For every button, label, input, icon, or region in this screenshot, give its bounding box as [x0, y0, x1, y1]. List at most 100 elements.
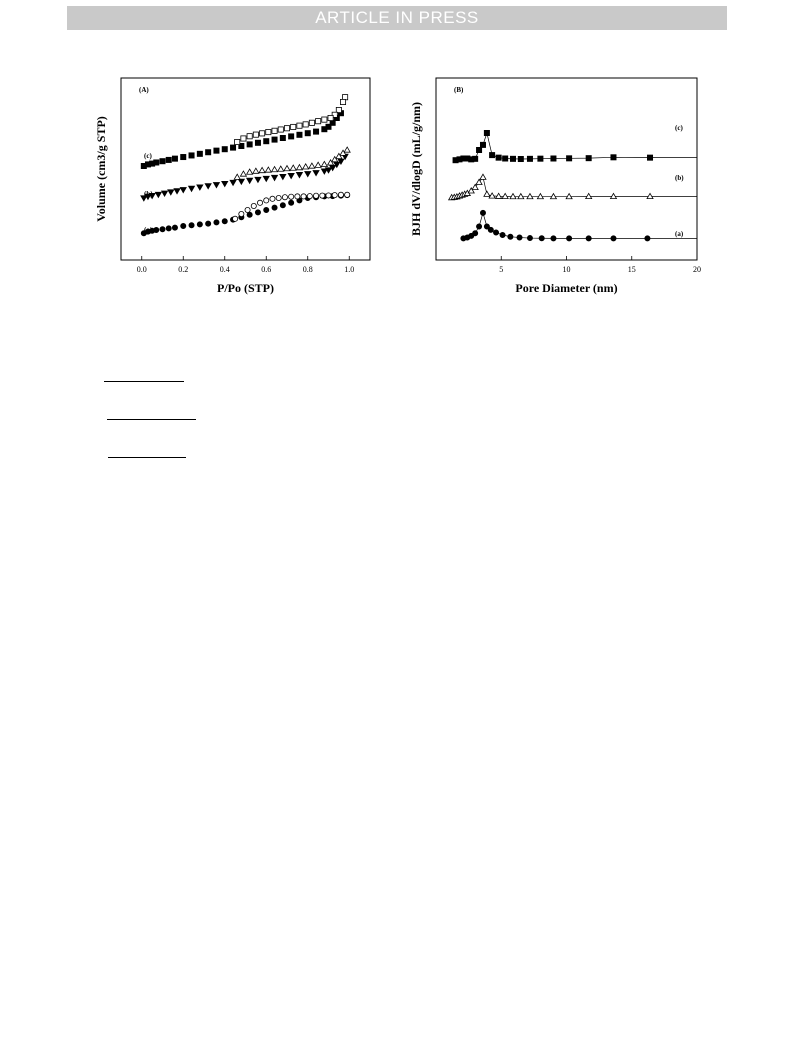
data-point: [264, 166, 273, 173]
x-tick-label: 5: [499, 265, 503, 274]
data-point: [179, 187, 187, 194]
data-point: [499, 231, 506, 238]
data-point: [493, 229, 500, 236]
data-point: [238, 210, 245, 217]
data-point: [281, 194, 288, 201]
data-point: [294, 193, 301, 200]
data-point: [644, 235, 651, 242]
data-point: [221, 218, 228, 225]
data-point: [295, 172, 304, 179]
data-point: [585, 235, 592, 242]
data-point: [647, 154, 654, 161]
data-point: [325, 192, 332, 199]
series-a: [460, 209, 697, 242]
data-point: [288, 133, 295, 140]
data-point: [516, 234, 523, 241]
data-point: [475, 178, 483, 185]
data-point: [313, 128, 320, 135]
data-point: [585, 155, 592, 162]
series-b: [447, 173, 697, 201]
data-point: [250, 202, 257, 209]
data-point: [324, 167, 333, 174]
data-point: [487, 226, 494, 233]
data-point: [204, 183, 212, 190]
data-point: [331, 155, 339, 163]
footnote-rule: [104, 381, 184, 382]
banner-text: ARTICLE IN PRESS: [315, 8, 479, 27]
data-point: [304, 171, 312, 178]
data-point: [283, 125, 290, 132]
data-point: [476, 223, 483, 230]
data-point: [312, 170, 320, 177]
data-point: [331, 111, 338, 118]
data-point: [252, 131, 259, 138]
data-point: [325, 123, 332, 130]
series-c-adsorption: [140, 110, 344, 169]
data-point: [154, 191, 163, 199]
data-point: [279, 173, 287, 181]
data-point: [476, 146, 483, 153]
data-point: [238, 142, 245, 149]
data-point: [196, 221, 203, 228]
curve-label: (b): [144, 190, 153, 198]
data-point: [610, 154, 617, 161]
data-point: [246, 211, 253, 218]
x-tick-label: 0.4: [220, 265, 230, 274]
data-point: [337, 191, 344, 198]
data-point: [314, 161, 322, 168]
y-axis-label: BJH dV/dlogD (mL/g/nm): [409, 102, 423, 236]
data-point: [283, 164, 291, 172]
data-point: [229, 179, 237, 187]
x-tick-label: 1.0: [344, 265, 354, 274]
data-point: [550, 235, 557, 242]
data-point: [237, 178, 246, 186]
data-point: [472, 230, 479, 237]
data-point: [221, 180, 229, 188]
panel-label: (B): [454, 86, 464, 94]
data-point: [502, 155, 509, 162]
series-a-desorption: [232, 191, 351, 222]
data-point: [517, 156, 524, 163]
series-a-adsorption: [140, 192, 351, 237]
data-point: [245, 177, 254, 185]
footnote-rule: [108, 457, 186, 458]
data-point: [252, 167, 260, 174]
data-point: [526, 155, 533, 162]
data-point: [289, 164, 297, 171]
panel-label: (A): [139, 86, 149, 94]
data-point: [263, 197, 270, 204]
data-point: [339, 149, 347, 156]
data-point: [308, 162, 316, 169]
data-point: [188, 222, 195, 229]
data-point: [265, 129, 272, 136]
curve-label: (c): [675, 124, 683, 132]
data-point: [205, 149, 212, 156]
data-point: [165, 225, 172, 232]
data-point: [331, 192, 338, 199]
data-point: [160, 190, 169, 198]
data-point: [537, 155, 544, 162]
data-point: [254, 139, 261, 146]
data-point: [263, 138, 270, 145]
data-point: [609, 192, 618, 200]
series-line: [463, 211, 648, 239]
data-point: [471, 183, 479, 191]
data-point: [526, 192, 534, 200]
data-point: [259, 130, 266, 137]
data-point: [301, 162, 310, 170]
data-point: [467, 186, 475, 194]
data-point: [549, 192, 558, 200]
x-tick-label: 0.6: [261, 265, 271, 274]
data-point: [343, 146, 351, 153]
data-point: [326, 158, 335, 166]
data-point: [140, 195, 148, 202]
data-point: [213, 219, 220, 226]
data-point: [610, 235, 617, 242]
data-point: [526, 235, 533, 242]
data-point: [646, 192, 654, 200]
data-point: [509, 155, 516, 162]
data-point: [233, 173, 241, 180]
data-point: [517, 192, 525, 200]
series-b-desorption: [233, 146, 351, 180]
data-point: [327, 115, 334, 122]
